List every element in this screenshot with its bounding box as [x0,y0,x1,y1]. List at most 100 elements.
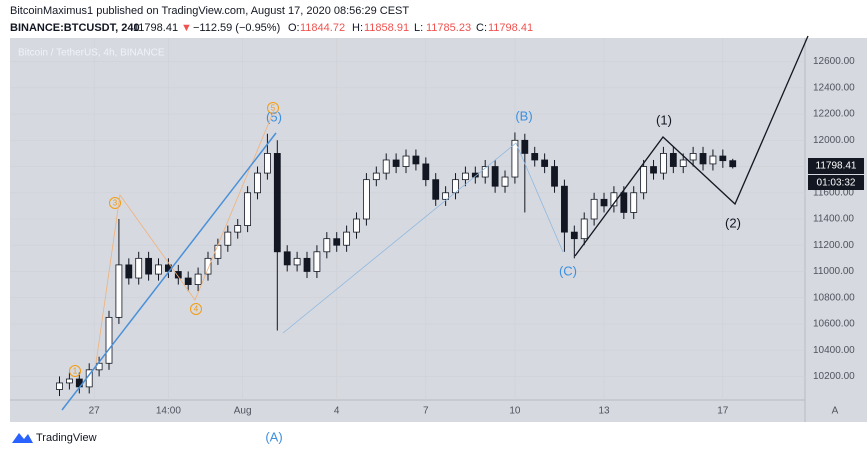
chart-title: Bitcoin / TetherUS, 4h, BINANCE [18,48,165,59]
countdown-box [808,175,864,190]
y-tick-label: 10600.00 [813,319,855,330]
candle-body [679,159,687,167]
wave-label: (1) [656,112,672,127]
candle-body [481,166,489,178]
candle-body [244,192,252,226]
brand: TradingView [36,432,97,444]
candle-body [135,257,143,279]
scale-button[interactable]: A [832,406,839,417]
candle-body [254,172,261,194]
y-tick-label: 10800.00 [813,292,855,303]
candle-body [184,277,192,285]
wave-label: 1 [73,367,78,376]
wave-circle [109,197,121,209]
wave-circle [190,303,202,315]
x-tick-label: 27 [89,406,101,417]
candle-body [630,192,638,213]
candle-body [353,218,360,233]
candle-body [570,231,578,240]
wave-circle [69,365,81,377]
y-tick-label: 11000.00 [813,266,854,277]
logo [12,433,33,443]
candle-body [600,198,608,207]
ohlc-label: C: [476,22,487,34]
candle-body [689,153,697,161]
candle-body [511,139,519,178]
candle-body [620,192,628,213]
candle-body [561,185,568,233]
candle-body [333,238,341,246]
candle-body [283,251,291,266]
wave-lines [61,35,809,411]
wave-label: (B) [515,108,532,123]
abc-wave [282,142,564,334]
wave-label: 3 [113,199,118,208]
price-axis [805,38,867,422]
marks: 10200.00 10400.00 10600.00 10800.00 11000.00… [10,38,855,444]
price-box-label: 11798.41 [816,161,857,172]
candle-body [204,257,212,275]
y-tick-label: 11200.00 [813,240,854,251]
candle-body [313,251,321,272]
candle-body [669,153,677,167]
y-tick-label: 11400.00 [813,214,854,225]
candle-body [531,153,539,161]
candle-body [382,159,390,174]
candle-body [491,166,499,187]
candle-body [402,155,410,167]
candle-body [590,198,598,220]
y-tick-label: 10400.00 [813,345,855,356]
candle-body [422,163,430,181]
candle-body [363,179,370,220]
candle-body [214,244,222,259]
logo-icon [12,433,33,443]
candle-body [323,238,331,253]
candle-body [194,273,202,285]
candle-body [343,231,351,246]
byline: BitcoinMaximus1 published on TradingView… [10,5,409,17]
candle-body [412,155,420,165]
candle-body [462,172,469,181]
candle-body [372,172,380,181]
last-price: 11798.41 [133,22,178,34]
symbol: BINANCE:BTCUSDT, 240 [10,22,140,34]
candle-body [273,153,281,253]
ohlc-value: 11785.23 [426,22,471,34]
x-tick-label: 14:00 [156,406,181,417]
x-tick-label: 13 [598,406,610,417]
countdown: 01:03:32 [817,178,856,189]
candle-body [551,166,558,187]
candle-body [650,166,657,174]
x-tick-label: 7 [423,406,429,417]
projection [574,35,809,257]
time-axis [10,400,805,422]
candle-body [174,271,182,279]
y-tick-label: 11600.00 [813,187,854,198]
candle-body [719,155,727,162]
candle-body [541,159,549,167]
candle-body [442,192,450,200]
candle-body [234,225,242,233]
ohlc-value: 11844.72 [300,22,345,34]
candle-body [471,172,479,178]
candle-body [640,166,648,194]
candle-body [264,153,271,174]
x-tick-label: 17 [717,406,729,417]
candle-body [580,218,588,240]
orange-wave [94,107,276,371]
y-tick-label: 12200.00 [813,109,855,120]
wave-label: (5) [266,109,282,124]
y-tick-label: 10200.00 [813,371,855,382]
candle-body [145,257,153,275]
blue-wave [61,132,277,411]
x-tick-label: Aug [234,406,252,417]
wave-label: (2) [725,215,741,230]
candle-body [56,382,63,390]
candle-body [293,257,301,266]
candle-body [224,231,232,246]
x-tick-label: 10 [509,406,521,417]
candle-body [303,257,311,272]
candle-body [66,378,73,384]
ohlc-label: L: [414,22,423,34]
